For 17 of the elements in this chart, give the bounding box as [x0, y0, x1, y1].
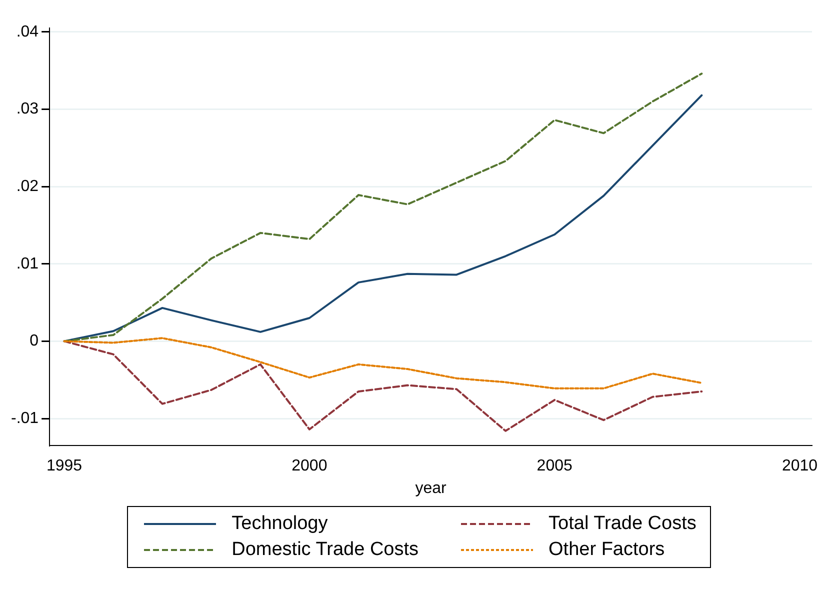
x-tick-label: 2005: [536, 458, 572, 475]
y-tick-label: -.01: [10, 410, 39, 427]
legend-label: Domestic Trade Costs: [232, 539, 419, 561]
x-axis-title: year: [415, 480, 448, 497]
y-tick-label: .03: [16, 100, 39, 118]
y-tick-label: 0: [30, 332, 39, 350]
y-tick-label: .04: [16, 23, 39, 40]
x-tick-label: 2010: [782, 458, 818, 475]
legend-label: Other Factors: [548, 539, 665, 561]
line-series: [63, 340, 703, 432]
x-tick-label: 1995: [46, 458, 82, 475]
y-tick-label: .02: [16, 178, 39, 195]
legend-label: Total Trade Costs: [548, 513, 696, 535]
x-tick-label: 2000: [292, 458, 328, 475]
line-series: [63, 337, 703, 390]
legend-label: Technology: [232, 513, 328, 535]
y-tick-label: .01: [16, 255, 39, 272]
